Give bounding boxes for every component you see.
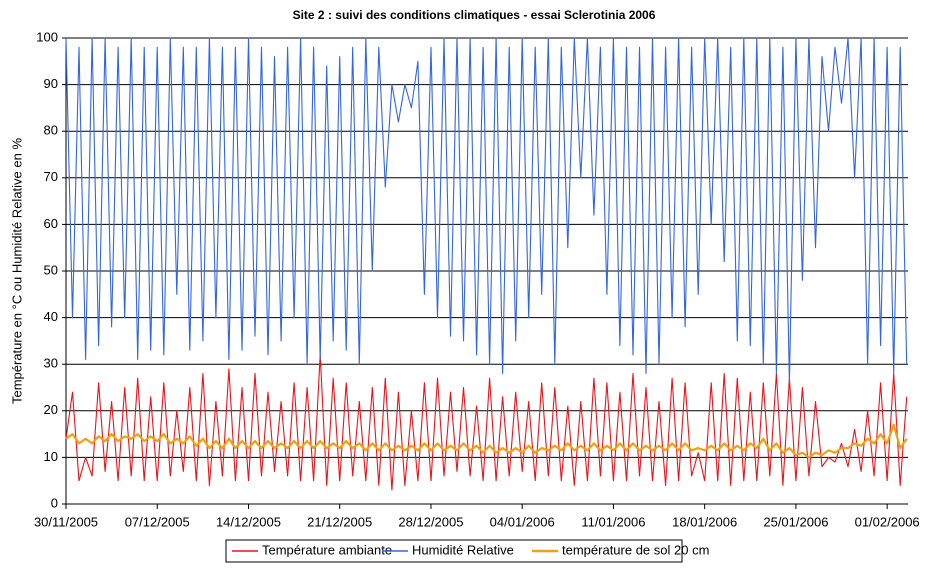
y-tick-label: 50 [44,262,58,277]
x-tick-label: 04/01/2006 [490,514,555,529]
x-tick-label: 28/12/2005 [398,514,463,529]
y-tick-label: 20 [44,402,58,417]
line-series [65,354,908,491]
y-tick-label: 80 [44,123,58,138]
x-tick-label: 07/12/2005 [125,514,190,529]
y-tick-label: 90 [44,76,58,91]
line-series [65,423,908,459]
y-tick-label: 0 [51,495,58,510]
legend-box [225,539,683,563]
y-tick-label: 70 [44,169,58,184]
y-tick-label: 100 [36,29,58,44]
chart-title: Site 2 : suivi des conditions climatique… [293,8,656,22]
x-tick-label: 01/02/2006 [855,514,920,529]
y-axis-label: Température en °C ou Humidité Relative e… [9,138,24,404]
x-tick-label: 11/01/2006 [581,514,645,529]
x-tick-label: 14/12/2005 [216,514,281,529]
x-tick-label: 25/01/2006 [763,514,828,529]
x-tick-label: 21/12/2005 [307,514,372,529]
x-tick-label: 18/01/2006 [672,514,737,529]
legend-label: Humidité Relative [412,542,514,557]
legend-label: Température ambiante [262,542,392,557]
x-tick-label: 30/11/2005 [34,514,98,529]
line-series [65,37,908,384]
y-tick-label: 10 [44,449,58,464]
y-tick-label: 40 [44,309,58,324]
y-tick-label: 30 [44,356,58,371]
legend-label: température de sol 20 cm [562,542,709,557]
y-tick-label: 60 [44,216,58,231]
